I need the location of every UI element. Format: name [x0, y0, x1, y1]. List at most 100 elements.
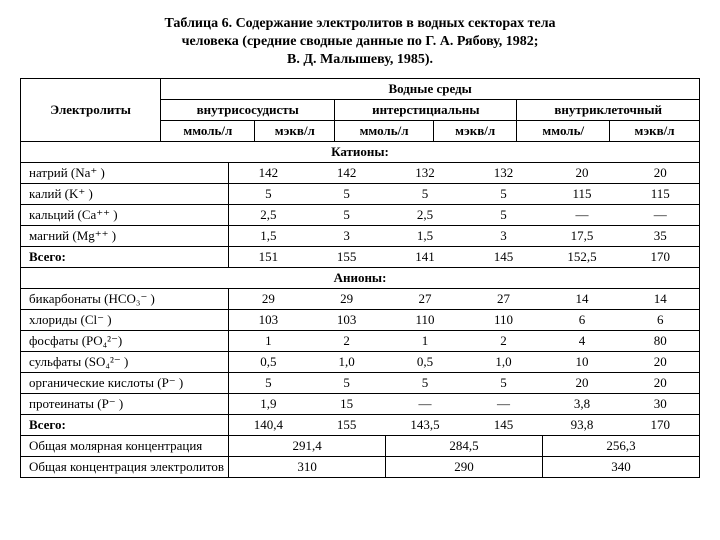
col-electrolytes: Электролиты — [21, 78, 161, 141]
cell-value: 1,9 — [229, 393, 308, 414]
row-label: Общая концентрация электролитов — [21, 456, 229, 477]
cell-value: 142 — [308, 162, 386, 183]
cell-value: 141 — [386, 246, 465, 267]
row-label: хлориды (Cl⁻ ) — [21, 309, 229, 330]
cell-value: 145 — [465, 246, 543, 267]
cell-value: 5 — [465, 204, 543, 225]
cell-value: 2,5 — [229, 204, 308, 225]
unit-meq: мэкв/л — [433, 120, 517, 141]
electrolyte-table-body: натрий (Na⁺ )1421421321322020калий (K⁺ )… — [20, 162, 700, 478]
cell-value: 20 — [621, 372, 699, 393]
cell-value: 14 — [621, 288, 699, 309]
cell-value: 284,5 — [386, 435, 543, 456]
col-intravascular: внутрисосудисты — [161, 99, 335, 120]
unit-mmol: ммоль/л — [335, 120, 434, 141]
cell-value: 5 — [465, 183, 543, 204]
section-cations: Катионы: — [21, 141, 700, 162]
cell-value: 0,5 — [229, 351, 308, 372]
cell-value: 27 — [465, 288, 543, 309]
cell-value: 3 — [308, 225, 386, 246]
unit-meq: мэкв/л — [255, 120, 335, 141]
cell-value: 15 — [308, 393, 386, 414]
cell-value: 115 — [621, 183, 699, 204]
cell-value: 35 — [621, 225, 699, 246]
cell-value: 17,5 — [542, 225, 621, 246]
cell-value: 5 — [229, 183, 308, 204]
cell-value: 115 — [542, 183, 621, 204]
cell-value: 1 — [386, 330, 465, 351]
cell-value: 291,4 — [229, 435, 386, 456]
cell-value: 2 — [465, 330, 543, 351]
cell-value: 29 — [229, 288, 308, 309]
cell-value: 3,8 — [542, 393, 621, 414]
cell-value: 2 — [308, 330, 386, 351]
cell-value: 30 — [621, 393, 699, 414]
cell-value: 80 — [621, 330, 699, 351]
cell-value: 1,5 — [386, 225, 465, 246]
cell-value: 27 — [386, 288, 465, 309]
cell-value: 170 — [621, 414, 699, 435]
cell-value: 5 — [308, 183, 386, 204]
section-header: Анионы: — [21, 267, 700, 288]
row-label: калий (K⁺ ) — [21, 183, 229, 204]
cell-value: 142 — [229, 162, 308, 183]
cell-value: 140,4 — [229, 414, 308, 435]
cell-value: 10 — [542, 351, 621, 372]
cell-value: — — [386, 393, 465, 414]
cell-value: 5 — [308, 372, 386, 393]
row-label: бикарбонаты (HCO₃⁻ ) — [21, 288, 229, 309]
cell-value: 170 — [621, 246, 699, 267]
cell-value: — — [542, 204, 621, 225]
cell-value: 5 — [386, 372, 465, 393]
cell-value: 29 — [308, 288, 386, 309]
cell-value: 93,8 — [542, 414, 621, 435]
cell-value: 1,0 — [308, 351, 386, 372]
cell-value: 5 — [229, 372, 308, 393]
unit-mmol: ммоль/л — [161, 120, 255, 141]
cell-value: 20 — [621, 162, 699, 183]
cell-value: 143,5 — [386, 414, 465, 435]
cell-value: 110 — [465, 309, 543, 330]
cell-value: 1,0 — [465, 351, 543, 372]
cell-value: 256,3 — [542, 435, 699, 456]
cell-value: — — [465, 393, 543, 414]
cell-value: 152,5 — [542, 246, 621, 267]
col-interstitial: интерстициальны — [335, 99, 517, 120]
cell-value: 20 — [542, 162, 621, 183]
cell-value: — — [621, 204, 699, 225]
row-label: магний (Mg⁺⁺ ) — [21, 225, 229, 246]
cell-value: 1 — [229, 330, 308, 351]
cell-value: 103 — [229, 309, 308, 330]
cell-value: 340 — [542, 456, 699, 477]
cell-value: 0,5 — [386, 351, 465, 372]
cell-value: 14 — [542, 288, 621, 309]
row-label: сульфаты (SO₄²⁻ ) — [21, 351, 229, 372]
cell-value: 5 — [386, 183, 465, 204]
cell-value: 5 — [308, 204, 386, 225]
col-media: Водные среды — [161, 78, 700, 99]
unit-mmol-short: ммоль/ — [517, 120, 610, 141]
row-label: кальций (Ca⁺⁺ ) — [21, 204, 229, 225]
cell-value: 20 — [621, 351, 699, 372]
cell-value: 103 — [308, 309, 386, 330]
row-label: протеинаты (P⁻ ) — [21, 393, 229, 414]
row-label: Общая молярная концентрация — [21, 435, 229, 456]
row-label: фосфаты (PO₄²⁻) — [21, 330, 229, 351]
cell-value: 155 — [308, 246, 386, 267]
table-caption: Таблица 6. Содержание электролитов в вод… — [20, 15, 700, 70]
cell-value: 3 — [465, 225, 543, 246]
cell-value: 110 — [386, 309, 465, 330]
row-label: Всего: — [21, 414, 229, 435]
row-label: натрий (Na⁺ ) — [21, 162, 229, 183]
cell-value: 155 — [308, 414, 386, 435]
cell-value: 290 — [386, 456, 543, 477]
cell-value: 2,5 — [386, 204, 465, 225]
col-intracellular: внутриклеточный — [517, 99, 700, 120]
cell-value: 145 — [465, 414, 543, 435]
cell-value: 20 — [542, 372, 621, 393]
cell-value: 132 — [386, 162, 465, 183]
cell-value: 6 — [542, 309, 621, 330]
row-label: органические кислоты (P⁻ ) — [21, 372, 229, 393]
row-label: Всего: — [21, 246, 229, 267]
cell-value: 151 — [229, 246, 308, 267]
